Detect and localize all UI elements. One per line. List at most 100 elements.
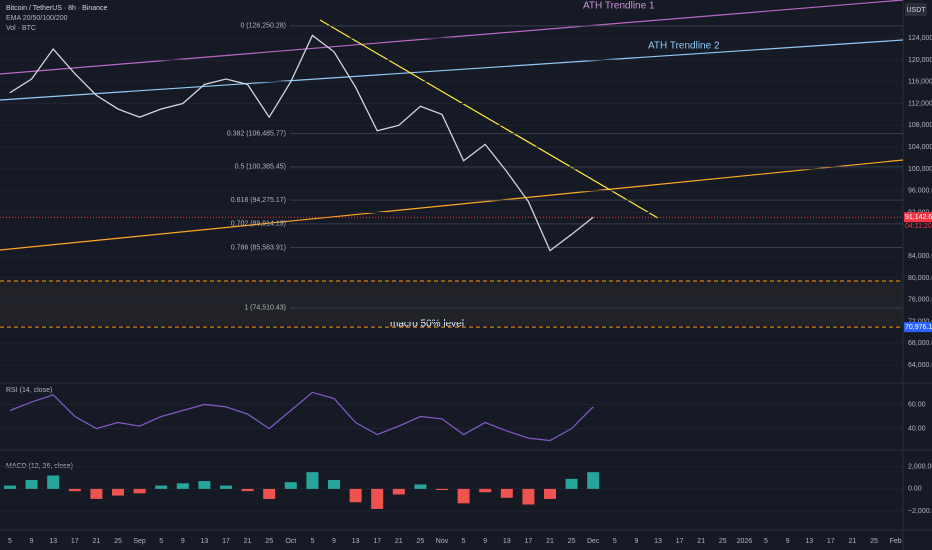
macd-bar (587, 472, 600, 489)
indicator-label: Vol · BTC (6, 25, 36, 32)
price-tag-label: 91,142.60 (905, 214, 932, 221)
y-tick-label: 68,000.00 (908, 340, 932, 347)
y-tick-label: 80,000.00 (908, 275, 932, 282)
y-tick-label: 76,000.00 (908, 297, 932, 304)
x-tick-label: 25 (417, 538, 425, 545)
price-tag (904, 212, 932, 223)
x-tick-label: 21 (244, 538, 252, 545)
annotation: ATH Trendline 1 (583, 1, 655, 12)
fib-label: 0.382 (106,485.77) (227, 130, 286, 137)
trendline (0, 159, 904, 251)
macd-bar (176, 483, 189, 489)
x-tick-label: Sep (133, 538, 146, 545)
x-tick-label: 21 (395, 538, 403, 545)
price-line-series (9, 34, 594, 252)
y-tick-label: 2,000.00 (908, 463, 932, 470)
macd-bar (68, 488, 81, 492)
y-tick-label: 104,000.00 (908, 144, 932, 151)
y-tick-label: 72,000.00 (908, 318, 932, 325)
x-tick-label: 25 (870, 538, 878, 545)
macd-bar (457, 488, 470, 504)
macd-bar (241, 488, 254, 492)
macd-bar (198, 481, 211, 489)
zone (0, 281, 903, 326)
y-tick-label: 124,000.00 (908, 35, 932, 42)
x-tick-label: 9 (181, 538, 185, 545)
macd-bar (436, 488, 448, 490)
macd-bar (306, 472, 319, 489)
fib-label: 0 (126,250.28) (240, 23, 286, 30)
x-tick-label: 5 (159, 538, 163, 545)
x-tick-label: 9 (634, 538, 638, 545)
x-tick-label: 5 (613, 538, 617, 545)
x-tick-label: 9 (786, 538, 790, 545)
x-tick-label: 13 (49, 538, 57, 545)
macd-bar (112, 488, 124, 496)
x-tick-label: Nov (436, 538, 449, 545)
panel-title: RSI (14, close) (6, 387, 52, 394)
y-tick-label: 84,000.00 (908, 253, 932, 260)
trendline (319, 19, 659, 219)
x-tick-label: 21 (93, 538, 101, 545)
x-tick-label: 13 (805, 538, 813, 545)
x-tick-label: 25 (265, 538, 273, 545)
macd-bar (392, 488, 405, 495)
macd-bar (263, 488, 276, 499)
y-tick-label: −2,000.00 (908, 508, 932, 515)
y-tick-label: 64,000.00 (908, 362, 932, 369)
symbol-title: Bitcoin / TetherUS · 8h · Binance (6, 5, 108, 12)
x-tick-label: 13 (654, 538, 662, 545)
macd-bar (220, 485, 232, 489)
y-tick-label: 120,000.00 (908, 57, 932, 64)
x-tick-label: 21 (849, 538, 857, 545)
x-tick-label: 25 (114, 538, 122, 545)
y-tick-label: 96,000.00 (908, 188, 932, 195)
macd-bar (522, 488, 535, 505)
price-tag (904, 322, 932, 333)
macd-bar (47, 475, 60, 489)
macd-bar (133, 488, 146, 494)
x-tick-label: 17 (676, 538, 684, 545)
x-tick-label: 5 (310, 538, 314, 545)
macd-bar (25, 479, 38, 489)
x-tick-label: 25 (719, 538, 727, 545)
x-tick-label: 17 (71, 538, 79, 545)
fib-label: 0.786 (85,583.91) (231, 244, 286, 251)
macd-bar (565, 478, 578, 489)
x-tick-label: 21 (546, 538, 554, 545)
countdown: 04:11:20 (905, 223, 932, 230)
x-tick-label: Dec (587, 538, 600, 545)
y-tick-label: 108,000.00 (908, 122, 932, 129)
x-tick-label: 17 (373, 538, 381, 545)
macd-bar (479, 488, 492, 493)
fib-label: 0.5 (100,385.45) (235, 164, 286, 171)
price-tag-label: 70,976.13 (905, 324, 932, 331)
macd-bar (500, 488, 513, 498)
macd-bar (4, 485, 16, 489)
x-tick-label: 13 (503, 538, 511, 545)
x-tick-label: 9 (332, 538, 336, 545)
x-tick-label: 9 (483, 538, 487, 545)
trendline (0, 0, 904, 75)
x-tick-label: 5 (8, 538, 12, 545)
macd-bar (371, 488, 384, 509)
macd-bar (90, 488, 103, 499)
y-tick-label: 0.00 (908, 486, 922, 493)
x-tick-label: Oct (285, 538, 296, 545)
annotation: macro 50% level (390, 319, 464, 330)
macd-bar (155, 485, 168, 489)
currency-label[interactable]: USDT (906, 7, 926, 14)
x-tick-label: Feb (890, 538, 902, 545)
fib-label: 0.702 (89,914.19) (231, 221, 286, 228)
x-tick-label: 17 (827, 538, 835, 545)
x-tick-label: 5 (462, 538, 466, 545)
x-tick-label: 9 (30, 538, 34, 545)
fib-label: 0.618 (94,275.17) (231, 197, 286, 204)
macd-bar (544, 488, 556, 499)
currency-button[interactable] (905, 3, 927, 16)
x-tick-label: 13 (352, 538, 360, 545)
y-tick-label: 40.00 (908, 425, 926, 432)
